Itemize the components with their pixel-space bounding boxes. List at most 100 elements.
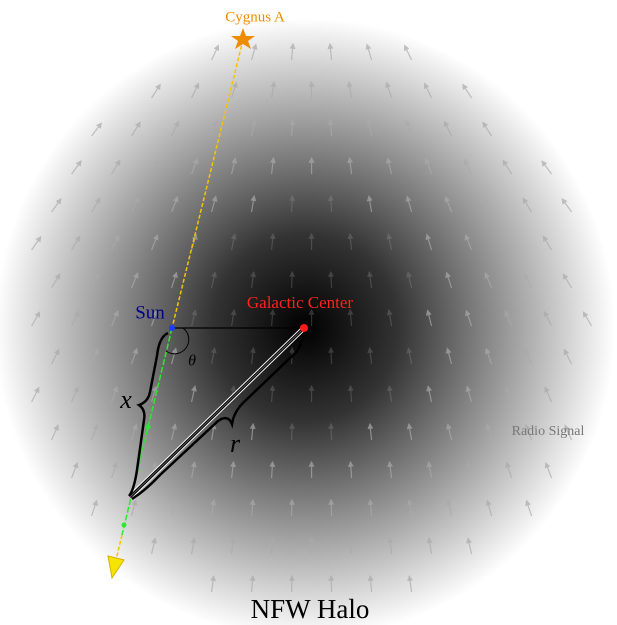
signal-arrow <box>151 385 158 403</box>
signal-arrow <box>347 536 354 555</box>
signal-arrow <box>544 386 553 403</box>
signal-arrow <box>541 160 553 175</box>
signal-arrow <box>51 424 59 441</box>
signal-arrow <box>465 385 473 403</box>
signal-arrow <box>131 347 139 365</box>
signal-arrow <box>190 461 197 479</box>
signal-arrow <box>91 122 103 137</box>
signal-arrow <box>210 423 217 441</box>
signal-arrow <box>170 347 178 365</box>
signal-arrow <box>504 310 513 327</box>
signal-arrow <box>561 198 573 213</box>
signal-arrow <box>405 195 413 213</box>
signal-arrow <box>505 461 513 479</box>
signal-arrow <box>31 311 41 327</box>
signal-arrow <box>229 460 236 479</box>
signal-arrow <box>443 120 453 137</box>
signal-arrow <box>190 309 198 327</box>
signal-arrow <box>289 42 296 61</box>
sun-label: Sun <box>135 302 165 323</box>
signal-arrow <box>387 460 394 479</box>
signal-arrow <box>91 197 101 213</box>
signal-arrow <box>502 159 513 175</box>
signal-arrow <box>504 385 513 403</box>
signal-arrow <box>523 272 533 289</box>
signal-arrow <box>151 158 160 175</box>
signal-arrow <box>250 119 257 137</box>
signal-arrow <box>386 233 393 251</box>
signal-arrow <box>564 424 573 441</box>
signal-arrow <box>366 119 373 137</box>
signal-arrow <box>71 235 81 251</box>
signal-arrow <box>367 422 374 441</box>
source-label: Cygnus A <box>225 9 285 25</box>
signal-arrow <box>31 235 42 251</box>
signal-arrow <box>328 270 335 289</box>
signal-arrow <box>406 347 413 365</box>
signal-arrow <box>385 81 393 99</box>
signal-arrow <box>151 83 161 99</box>
signal-arrow <box>407 574 414 593</box>
signal-arrow <box>423 82 433 99</box>
signal-arrow <box>229 536 236 555</box>
signal-arrow <box>582 311 593 327</box>
signal-arrow <box>91 272 100 289</box>
signal-arrow <box>385 157 393 175</box>
signal-arrow <box>386 309 393 327</box>
signal-arrow <box>328 346 335 365</box>
signal-arrow <box>269 232 276 251</box>
signal-arrow <box>131 196 140 213</box>
signal-arrow <box>347 384 354 403</box>
r-brace <box>131 339 304 501</box>
signal-arrow <box>485 347 493 365</box>
signal-arrow <box>231 81 238 99</box>
signal-arrow <box>524 348 533 365</box>
signal-arrow <box>51 198 62 213</box>
signal-arrow <box>289 194 296 213</box>
signal-arrow <box>544 461 553 479</box>
signal-arrow <box>346 81 353 99</box>
signal-arrow <box>51 273 61 289</box>
signal-arrow <box>171 271 178 289</box>
signal-arrow <box>444 195 453 213</box>
signal-arrow <box>249 574 256 593</box>
signal-arrow <box>130 499 138 517</box>
dot <box>145 424 151 430</box>
signal-arrow <box>249 346 256 365</box>
signal-arrow <box>51 348 60 365</box>
signal-arrow <box>445 271 453 289</box>
signal-arrow <box>425 309 433 327</box>
signal-arrow <box>425 233 433 251</box>
signal-arrow <box>465 461 473 479</box>
signal-arrow <box>269 384 276 403</box>
signal-arrow <box>405 119 413 137</box>
signal-arrow <box>483 196 493 213</box>
signal-arrow <box>446 423 453 441</box>
signal-arrow <box>367 270 373 289</box>
signal-arrow <box>111 159 121 175</box>
signal-arrow <box>563 348 573 365</box>
signal-arrow <box>328 422 335 441</box>
signal-arrow <box>71 461 79 479</box>
signal-arrow <box>367 574 374 593</box>
signal-arrow <box>327 118 334 137</box>
sightline-far <box>171 39 244 329</box>
signal-arrow <box>485 423 493 441</box>
signal-arrow <box>170 499 177 517</box>
signal-arrow <box>426 537 433 555</box>
signal-arrow <box>289 270 296 289</box>
x-brace <box>127 331 169 497</box>
signal-arrow <box>211 44 220 61</box>
signal-arrow <box>386 384 393 403</box>
signal-arrow <box>525 499 533 517</box>
signal-arrow <box>465 309 473 327</box>
signal-arrow <box>191 157 199 175</box>
signal-arrow <box>426 461 433 479</box>
signal-arrow <box>210 271 217 289</box>
signal-arrow <box>367 346 374 365</box>
signal-arrow <box>387 536 394 555</box>
signal-arrow <box>269 308 276 327</box>
signal-arrow <box>250 195 257 213</box>
signal-arrow <box>543 310 553 327</box>
